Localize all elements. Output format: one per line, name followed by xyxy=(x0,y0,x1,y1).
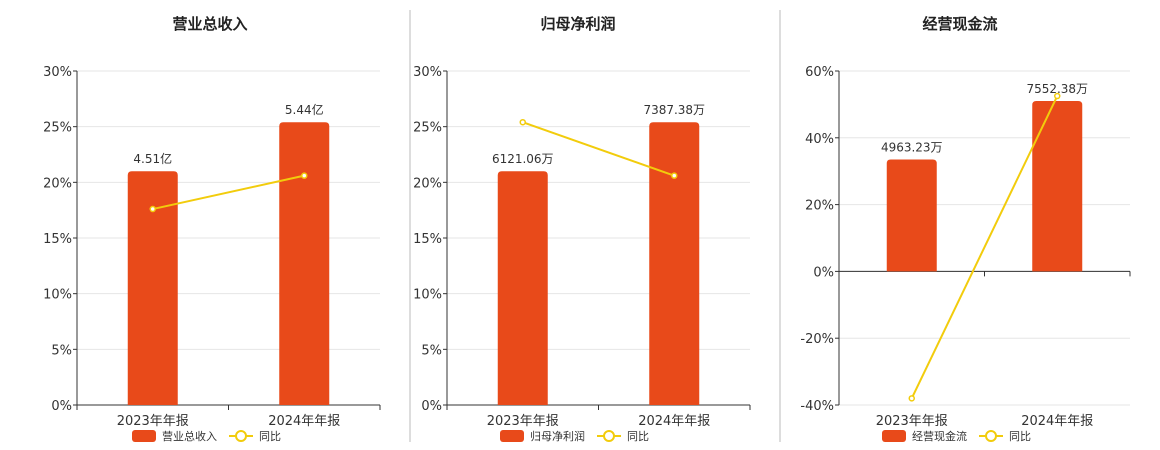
y-tick-label: 5% xyxy=(421,343,442,358)
legend-bar-swatch xyxy=(132,430,156,442)
y-tick-label: 0% xyxy=(813,265,834,280)
x-tick-label: 2024年年报 xyxy=(638,414,710,429)
yoy-point xyxy=(1054,92,1061,100)
y-tick-label: 15% xyxy=(413,232,442,247)
y-tick-label: 60% xyxy=(805,65,834,80)
y-tick-label: 10% xyxy=(413,288,442,303)
yoy-point xyxy=(908,395,915,402)
y-tick-label: 20% xyxy=(43,176,72,191)
x-tick-label: 2023年年报 xyxy=(487,414,559,429)
bar-data-label: 7387.38万 xyxy=(643,103,705,117)
y-tick-label: 0% xyxy=(421,399,442,414)
bar-data-label: 7552.38万 xyxy=(1026,82,1088,96)
x-tick-label: 2024年年报 xyxy=(268,414,340,429)
legend-bar-label: 营业总收入 xyxy=(162,429,217,443)
y-tick-label: 15% xyxy=(43,232,72,247)
legend-line-marker xyxy=(985,430,997,442)
yoy-point xyxy=(301,172,308,179)
y-tick-label: -20% xyxy=(800,332,834,347)
chart-title: 归母净利润 xyxy=(540,15,615,33)
yoy-point xyxy=(519,118,526,126)
yoy-point xyxy=(149,205,156,213)
y-tick-label: 40% xyxy=(805,132,834,147)
yoy-line xyxy=(910,95,1059,399)
y-tick-label: 30% xyxy=(413,65,442,80)
yoy-line xyxy=(152,174,305,211)
y-tick-label: 10% xyxy=(43,288,72,303)
legend-line-label: 同比 xyxy=(627,430,649,443)
y-tick-label: 0% xyxy=(51,399,72,414)
chart-panel-1: 营业总收入 0% 5% 10% 15% 20% 25% 30% 2023年年报 2024年年报 4.… xyxy=(43,10,411,443)
legend-bar-label: 经营现金流 xyxy=(912,429,967,443)
yoy-line xyxy=(522,121,675,177)
y-tick-label: 25% xyxy=(43,121,72,136)
x-tick-label: 2023年年报 xyxy=(876,414,948,429)
bar xyxy=(279,122,330,406)
y-tick-label: 20% xyxy=(413,176,442,191)
bar-data-label: 5.44亿 xyxy=(285,102,324,117)
chart-panel-2: 归母净利润 0% 5% 10% 15% 20% 25% 30% 2023年年报 2024年年报 61… xyxy=(413,10,781,443)
y-tick-label: 20% xyxy=(805,199,834,214)
legend-line-marker xyxy=(603,430,615,442)
x-tick-label: 2023年年报 xyxy=(117,414,189,429)
legend-bar-swatch xyxy=(500,430,524,442)
y-tick-label: 25% xyxy=(413,121,442,136)
legend-bar-swatch xyxy=(882,430,906,442)
chart-title: 营业总收入 xyxy=(172,15,247,33)
y-tick-label: 30% xyxy=(43,65,72,80)
legend-bar-label: 归母净利润 xyxy=(530,429,585,443)
bar-data-label: 6121.06万 xyxy=(492,152,554,166)
bar xyxy=(497,171,548,405)
bar xyxy=(1032,101,1083,272)
bar xyxy=(127,171,178,405)
bar-data-label: 4963.23万 xyxy=(881,141,943,155)
legend-line-label: 同比 xyxy=(1009,430,1031,443)
y-tick-label: 5% xyxy=(51,343,72,358)
bar-data-label: 4.51亿 xyxy=(133,151,172,166)
chart-panel-3: 经营现金流 -40% -20% 0% 20% 40% 60% 2023年年报 2024年年报 49… xyxy=(800,15,1131,443)
y-tick-label: -40% xyxy=(800,399,834,414)
yoy-point xyxy=(671,172,678,179)
bar xyxy=(649,122,700,406)
legend-line-marker xyxy=(235,430,247,442)
legend-line-label: 同比 xyxy=(259,430,281,443)
x-tick-label: 2024年年报 xyxy=(1021,414,1093,429)
chart-title: 经营现金流 xyxy=(922,15,997,33)
bar xyxy=(886,159,937,272)
